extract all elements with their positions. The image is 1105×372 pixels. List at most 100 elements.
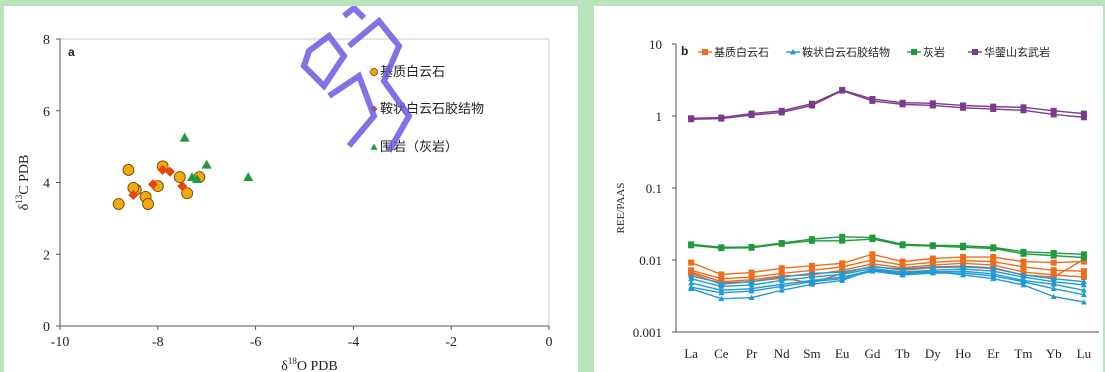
- data-point-b: [1050, 111, 1057, 118]
- panel-label-b: b: [681, 44, 688, 58]
- series-line-b: [690, 253, 1084, 276]
- data-point-b: [960, 263, 967, 269]
- data-point-b: [869, 257, 876, 263]
- data-point-a: [179, 132, 190, 142]
- data-point-b: [1050, 267, 1057, 274]
- legend-label-a: 围岩（灰岩）: [380, 139, 458, 154]
- data-point-a: [112, 198, 125, 210]
- data-point-b: [778, 265, 785, 272]
- data-point-b: [899, 242, 906, 249]
- data-point-b: [960, 271, 967, 278]
- data-point-b: [1080, 254, 1087, 261]
- data-point-b: [718, 245, 725, 252]
- data-point-b: [778, 287, 785, 293]
- data-point-b: [869, 251, 876, 258]
- series-line-b: [690, 270, 1085, 296]
- x-tick-label-b: Sm: [803, 346, 820, 361]
- data-point-b: [718, 115, 725, 122]
- x-axis-title-a: δ18O PDB: [281, 356, 337, 372]
- y-tick-label-a: 2: [43, 248, 50, 263]
- x-tick-label-b: Gd: [864, 346, 880, 361]
- data-point-b: [1080, 251, 1087, 258]
- data-point-b: [929, 243, 936, 250]
- data-point-b: [839, 87, 846, 94]
- data-point-b: [990, 275, 997, 282]
- data-point-b: [990, 272, 997, 279]
- data-point-b: [929, 102, 936, 109]
- data-point-b: [839, 233, 846, 240]
- legend-label-b: 灰岩: [923, 45, 945, 59]
- legend-label-a: 基质白云石: [380, 64, 445, 79]
- x-tick-label-a: -2: [445, 335, 457, 350]
- data-point-b: [1020, 278, 1027, 285]
- series-line-b: [690, 262, 1084, 283]
- x-tick-label-b: Tb: [895, 346, 909, 361]
- data-point-b: [869, 97, 876, 104]
- data-point-b: [839, 277, 846, 283]
- data-point-b: [929, 268, 936, 274]
- x-tick-label-b: Er: [987, 346, 1000, 361]
- data-point-b: [748, 294, 755, 301]
- series-line-b: [691, 89, 1084, 119]
- series-line-b: [690, 265, 1084, 284]
- data-point-b: [929, 263, 936, 270]
- data-point-b: [688, 285, 695, 292]
- data-point-b: [718, 289, 725, 296]
- data-point-b: [1080, 278, 1087, 285]
- data-point-b: [808, 281, 815, 287]
- data-point-b: [899, 101, 906, 108]
- data-point-b: [1020, 107, 1027, 114]
- data-point-b: [688, 259, 695, 266]
- data-point-b: [1080, 281, 1087, 288]
- x-tick-label-b: Tm: [1014, 346, 1032, 361]
- data-point-b: [960, 244, 967, 251]
- data-point-b: [990, 268, 997, 274]
- data-point-b: [748, 112, 755, 119]
- series-line-b: [691, 238, 1084, 259]
- x-tick-label-b: La: [684, 346, 698, 361]
- panel-a: 0 2 4 6 8 -10 -8 -6 -4 -2 0 δ18O PDB δ13C PDB a 基质白云石鞍…: [4, 6, 578, 372]
- x-tick-label-b: Nd: [774, 346, 790, 361]
- data-point-b: [1050, 275, 1057, 282]
- data-point-b: [748, 281, 755, 288]
- data-point-b: [1020, 274, 1027, 280]
- data-point-b: [1080, 287, 1087, 293]
- x-tick-label-b: Yb: [1046, 346, 1062, 361]
- data-point-b: [899, 269, 906, 276]
- data-point-a: [201, 159, 212, 169]
- legend-marker-a: [370, 105, 378, 113]
- data-point-b: [990, 254, 997, 261]
- data-point-b: [1080, 114, 1087, 121]
- y-tick-label-b: 0.001: [633, 325, 662, 340]
- series-line-b: [690, 268, 1085, 303]
- x-tick-label-b: Dy: [925, 346, 941, 361]
- data-point-b: [808, 102, 815, 109]
- x-tick-label-b: Ho: [955, 346, 971, 361]
- legend-marker-a: [370, 143, 378, 150]
- legend-label-b: 华蓥山玄武岩: [984, 45, 1050, 59]
- data-point-b: [688, 116, 695, 123]
- y-axis-title-b: REE/PAAS: [615, 183, 627, 234]
- data-point-b: [899, 265, 906, 272]
- chart-a-svg: 0 2 4 6 8 -10 -8 -6 -4 -2 0 δ18O PDB δ13C PDB a 基质白云石鞍…: [14, 33, 553, 372]
- series-line-b: [690, 267, 1084, 288]
- data-point-b: [1020, 250, 1027, 257]
- data-point-b: [1050, 293, 1057, 300]
- data-point-b: [808, 270, 815, 276]
- y-tick-label-a: 0: [43, 320, 50, 335]
- data-point-b: [1020, 281, 1027, 288]
- data-point-b: [839, 260, 846, 267]
- x-tick-label-a: 0: [546, 335, 553, 350]
- y-tick-label-b: 1: [656, 109, 663, 124]
- data-point-b: [688, 279, 695, 286]
- x-tick-label-b: Lu: [1077, 346, 1092, 361]
- data-point-b: [990, 264, 997, 271]
- series-line-b: [691, 236, 1084, 255]
- data-point-b: [1080, 268, 1087, 275]
- data-point-b: [808, 267, 815, 274]
- data-point-b: [899, 258, 906, 265]
- panel-label-a: a: [68, 45, 75, 59]
- data-point-b: [990, 245, 997, 252]
- data-point-b: [808, 274, 815, 280]
- y-tick-label-a: 6: [43, 105, 50, 120]
